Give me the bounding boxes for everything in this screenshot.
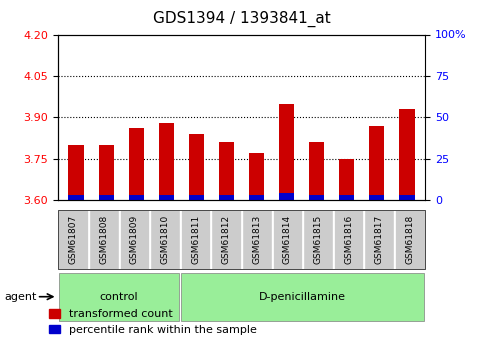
Bar (249, 195, 264, 200)
Text: GSM61817: GSM61817 (375, 215, 384, 264)
Bar (399, 109, 414, 200)
Bar (69, 195, 84, 200)
Bar (128, 195, 144, 200)
Text: GSM61807: GSM61807 (69, 215, 78, 264)
Bar (309, 195, 324, 200)
Bar (99, 145, 114, 200)
Text: D-penicillamine: D-penicillamine (259, 292, 346, 302)
Text: GSM61814: GSM61814 (283, 215, 292, 264)
Text: GSM61815: GSM61815 (313, 215, 323, 264)
Bar (159, 195, 174, 200)
Text: GSM61811: GSM61811 (191, 215, 200, 264)
Bar (309, 142, 324, 200)
Bar (249, 153, 264, 200)
Text: control: control (100, 292, 139, 302)
Text: GSM61813: GSM61813 (252, 215, 261, 264)
Text: GSM61816: GSM61816 (344, 215, 353, 264)
Bar (69, 145, 84, 200)
Text: GSM61818: GSM61818 (405, 215, 414, 264)
Bar (219, 195, 234, 200)
Bar (369, 195, 384, 200)
Text: GDS1394 / 1393841_at: GDS1394 / 1393841_at (153, 10, 330, 27)
Text: agent: agent (5, 292, 37, 302)
Bar (279, 104, 294, 200)
Bar (128, 128, 144, 200)
Text: GSM61810: GSM61810 (160, 215, 170, 264)
Legend: transformed count, percentile rank within the sample: transformed count, percentile rank withi… (44, 305, 261, 339)
Bar (339, 195, 355, 200)
Bar (189, 134, 204, 200)
Text: GSM61812: GSM61812 (222, 215, 231, 264)
Bar (159, 123, 174, 200)
Bar (189, 195, 204, 200)
Bar (279, 193, 294, 200)
Text: GSM61808: GSM61808 (99, 215, 108, 264)
Bar (399, 195, 414, 200)
Bar (339, 159, 355, 200)
Bar (369, 126, 384, 200)
Bar (99, 195, 114, 200)
Text: GSM61809: GSM61809 (130, 215, 139, 264)
Bar (219, 142, 234, 200)
